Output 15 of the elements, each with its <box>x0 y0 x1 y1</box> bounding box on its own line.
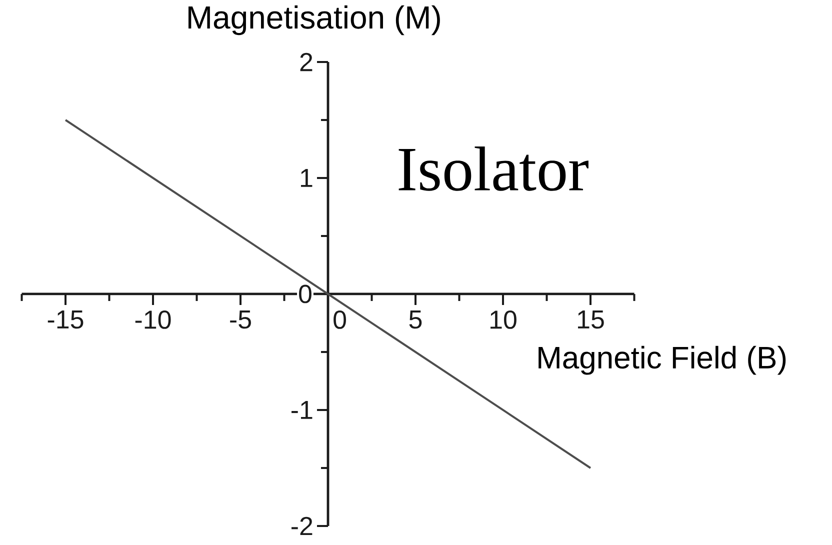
x-tick-label: -15 <box>48 310 84 329</box>
x-tick-label: -5 <box>230 310 251 329</box>
x-tick-label: 15 <box>578 310 604 329</box>
x-tick-label: -10 <box>135 310 171 329</box>
x-tick-label: 0 <box>334 310 346 329</box>
y-tick-label: -1 <box>292 401 312 419</box>
y-tick-label: 2 <box>300 52 312 72</box>
y-axis-title: Magnetisation (M) <box>188 5 440 36</box>
annotation: Isolator <box>398 146 588 191</box>
y-tick-label: 0 <box>299 284 312 304</box>
x-tick-label: 5 <box>409 310 422 329</box>
y-tick-label: 1 <box>300 169 312 187</box>
x-tick-label: 10 <box>490 310 516 329</box>
y-tick-label: -2 <box>292 516 312 536</box>
x-axis-title: Magnetic Field (B) <box>538 346 786 375</box>
